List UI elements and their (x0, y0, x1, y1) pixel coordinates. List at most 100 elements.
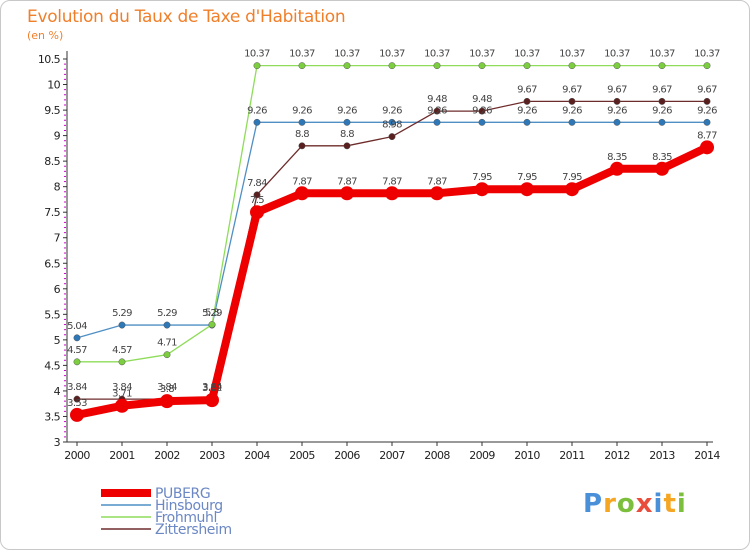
data-label-zittersheim: 9.48 (472, 94, 492, 105)
data-point-puberg (205, 393, 219, 408)
data-point-frohmuhl (523, 62, 531, 70)
data-label-puberg: 3.8 (160, 384, 174, 395)
data-point-frohmuhl (433, 62, 441, 70)
data-label-hinsbourg: 5.29 (157, 308, 177, 319)
x-tick-label: 2009 (469, 449, 495, 462)
data-labels: 5.04 5.29 5.29 5.29 9.26 9.26 9.26 9.26 9.26 9.26… (67, 49, 721, 409)
y-tick-label: 9 (54, 130, 61, 143)
data-label-hinsbourg: 5.04 (67, 321, 87, 332)
x-tick-label: 2011 (559, 449, 585, 462)
data-point-puberg (295, 186, 309, 201)
data-label-puberg: 7.95 (562, 172, 582, 183)
data-label-zittersheim: 7.84 (247, 178, 267, 189)
x-tick-label: 2010 (514, 449, 540, 462)
data-label-hinsbourg: 9.26 (247, 105, 267, 116)
data-label-puberg: 3.71 (112, 389, 132, 400)
data-point-zittersheim (523, 97, 531, 105)
data-point-puberg (655, 161, 669, 176)
data-point-hinsbourg (478, 118, 486, 126)
data-label-frohmuhl: 4.57 (112, 345, 132, 356)
legend-label-puberg: PUBERG (155, 486, 210, 502)
data-point-frohmuhl (253, 62, 261, 70)
data-point-frohmuhl (568, 62, 576, 70)
data-point-zittersheim (478, 107, 486, 115)
data-point-puberg (475, 182, 489, 197)
data-point-zittersheim (658, 97, 666, 105)
data-label-frohmuhl: 10.37 (424, 49, 450, 60)
y-tick-label: 6 (54, 283, 61, 296)
series-layer (70, 62, 714, 422)
data-label-zittersheim: 9.67 (517, 84, 537, 95)
data-label-hinsbourg: 9.26 (652, 105, 672, 116)
data-label-puberg: 7.95 (517, 172, 537, 183)
chart-title: Evolution du Taux de Taxe d'Habitation (27, 7, 346, 27)
data-label-frohmuhl: 10.37 (334, 49, 360, 60)
data-point-frohmuhl (478, 62, 486, 70)
data-point-hinsbourg (568, 118, 576, 126)
x-tick-label: 2003 (199, 449, 225, 462)
data-label-frohmuhl: 4.57 (67, 345, 87, 356)
data-label-puberg: 8.77 (697, 130, 717, 141)
y-tick-label: 7 (54, 232, 61, 245)
data-point-zittersheim (343, 142, 351, 150)
x-tick-label: 2005 (289, 449, 315, 462)
x-tick-label: 2013 (649, 449, 675, 462)
data-label-frohmuhl: 10.37 (244, 49, 270, 60)
y-tick-label: 10 (47, 79, 60, 92)
data-label-zittersheim: 9.67 (652, 84, 672, 95)
data-point-zittersheim (613, 97, 621, 105)
data-label-zittersheim: 3.84 (67, 382, 87, 393)
y-tick-label: 9.5 (44, 104, 60, 117)
data-point-hinsbourg (118, 321, 126, 329)
data-point-zittersheim (298, 142, 306, 150)
data-point-hinsbourg (703, 118, 711, 126)
y-tick-label: 4 (54, 385, 61, 398)
data-point-frohmuhl (118, 358, 126, 366)
data-label-zittersheim: 9.67 (562, 84, 582, 95)
data-label-hinsbourg: 9.26 (697, 105, 717, 116)
data-point-zittersheim (568, 97, 576, 105)
data-point-hinsbourg (163, 321, 171, 329)
x-tick-label: 2000 (64, 449, 90, 462)
data-label-zittersheim: 3.84 (157, 382, 177, 393)
series-line-zittersheim (76, 100, 708, 400)
data-point-hinsbourg (343, 118, 351, 126)
data-label-hinsbourg: 9.26 (517, 105, 537, 116)
data-label-zittersheim: 9.67 (607, 84, 627, 95)
data-label-hinsbourg: 5.29 (202, 308, 222, 319)
data-point-zittersheim (253, 191, 261, 199)
data-point-frohmuhl (658, 62, 666, 70)
y-tick-label: 8 (54, 181, 61, 194)
data-label-puberg: 8.35 (652, 152, 672, 163)
data-label-zittersheim: 9.48 (427, 94, 447, 105)
y-tick-label: 6.5 (44, 257, 60, 270)
data-point-puberg (565, 182, 579, 197)
x-tick-label: 2008 (424, 449, 450, 462)
data-label-frohmuhl: 10.37 (604, 49, 630, 60)
data-label-hinsbourg: 9.26 (472, 105, 492, 116)
data-label-hinsbourg: 9.26 (562, 105, 582, 116)
data-point-puberg (430, 186, 444, 201)
x-tick-label: 2004 (244, 449, 270, 462)
data-label-zittersheim: 3.84 (202, 382, 222, 393)
data-label-zittersheim: 3.84 (112, 382, 132, 393)
data-label-frohmuhl: 10.37 (559, 49, 585, 60)
data-label-frohmuhl: 5.3 (205, 308, 219, 319)
unit-label: (en %) (27, 29, 64, 42)
x-tick-label: 2001 (109, 449, 135, 462)
data-point-zittersheim (703, 97, 711, 105)
data-point-hinsbourg (388, 118, 396, 126)
data-point-zittersheim (388, 133, 396, 141)
y-tick-label: 8.5 (44, 155, 60, 168)
data-label-zittersheim: 8.98 (382, 120, 402, 131)
y-tick-label: 4.5 (44, 359, 60, 372)
data-label-puberg: 8.35 (607, 152, 627, 163)
data-label-puberg: 7.87 (337, 176, 357, 187)
data-point-puberg (250, 205, 264, 220)
data-label-puberg: 7.87 (382, 176, 402, 187)
y-tick-label: 7.5 (44, 206, 60, 219)
data-label-puberg: 7.87 (427, 176, 447, 187)
data-point-frohmuhl (73, 358, 81, 366)
